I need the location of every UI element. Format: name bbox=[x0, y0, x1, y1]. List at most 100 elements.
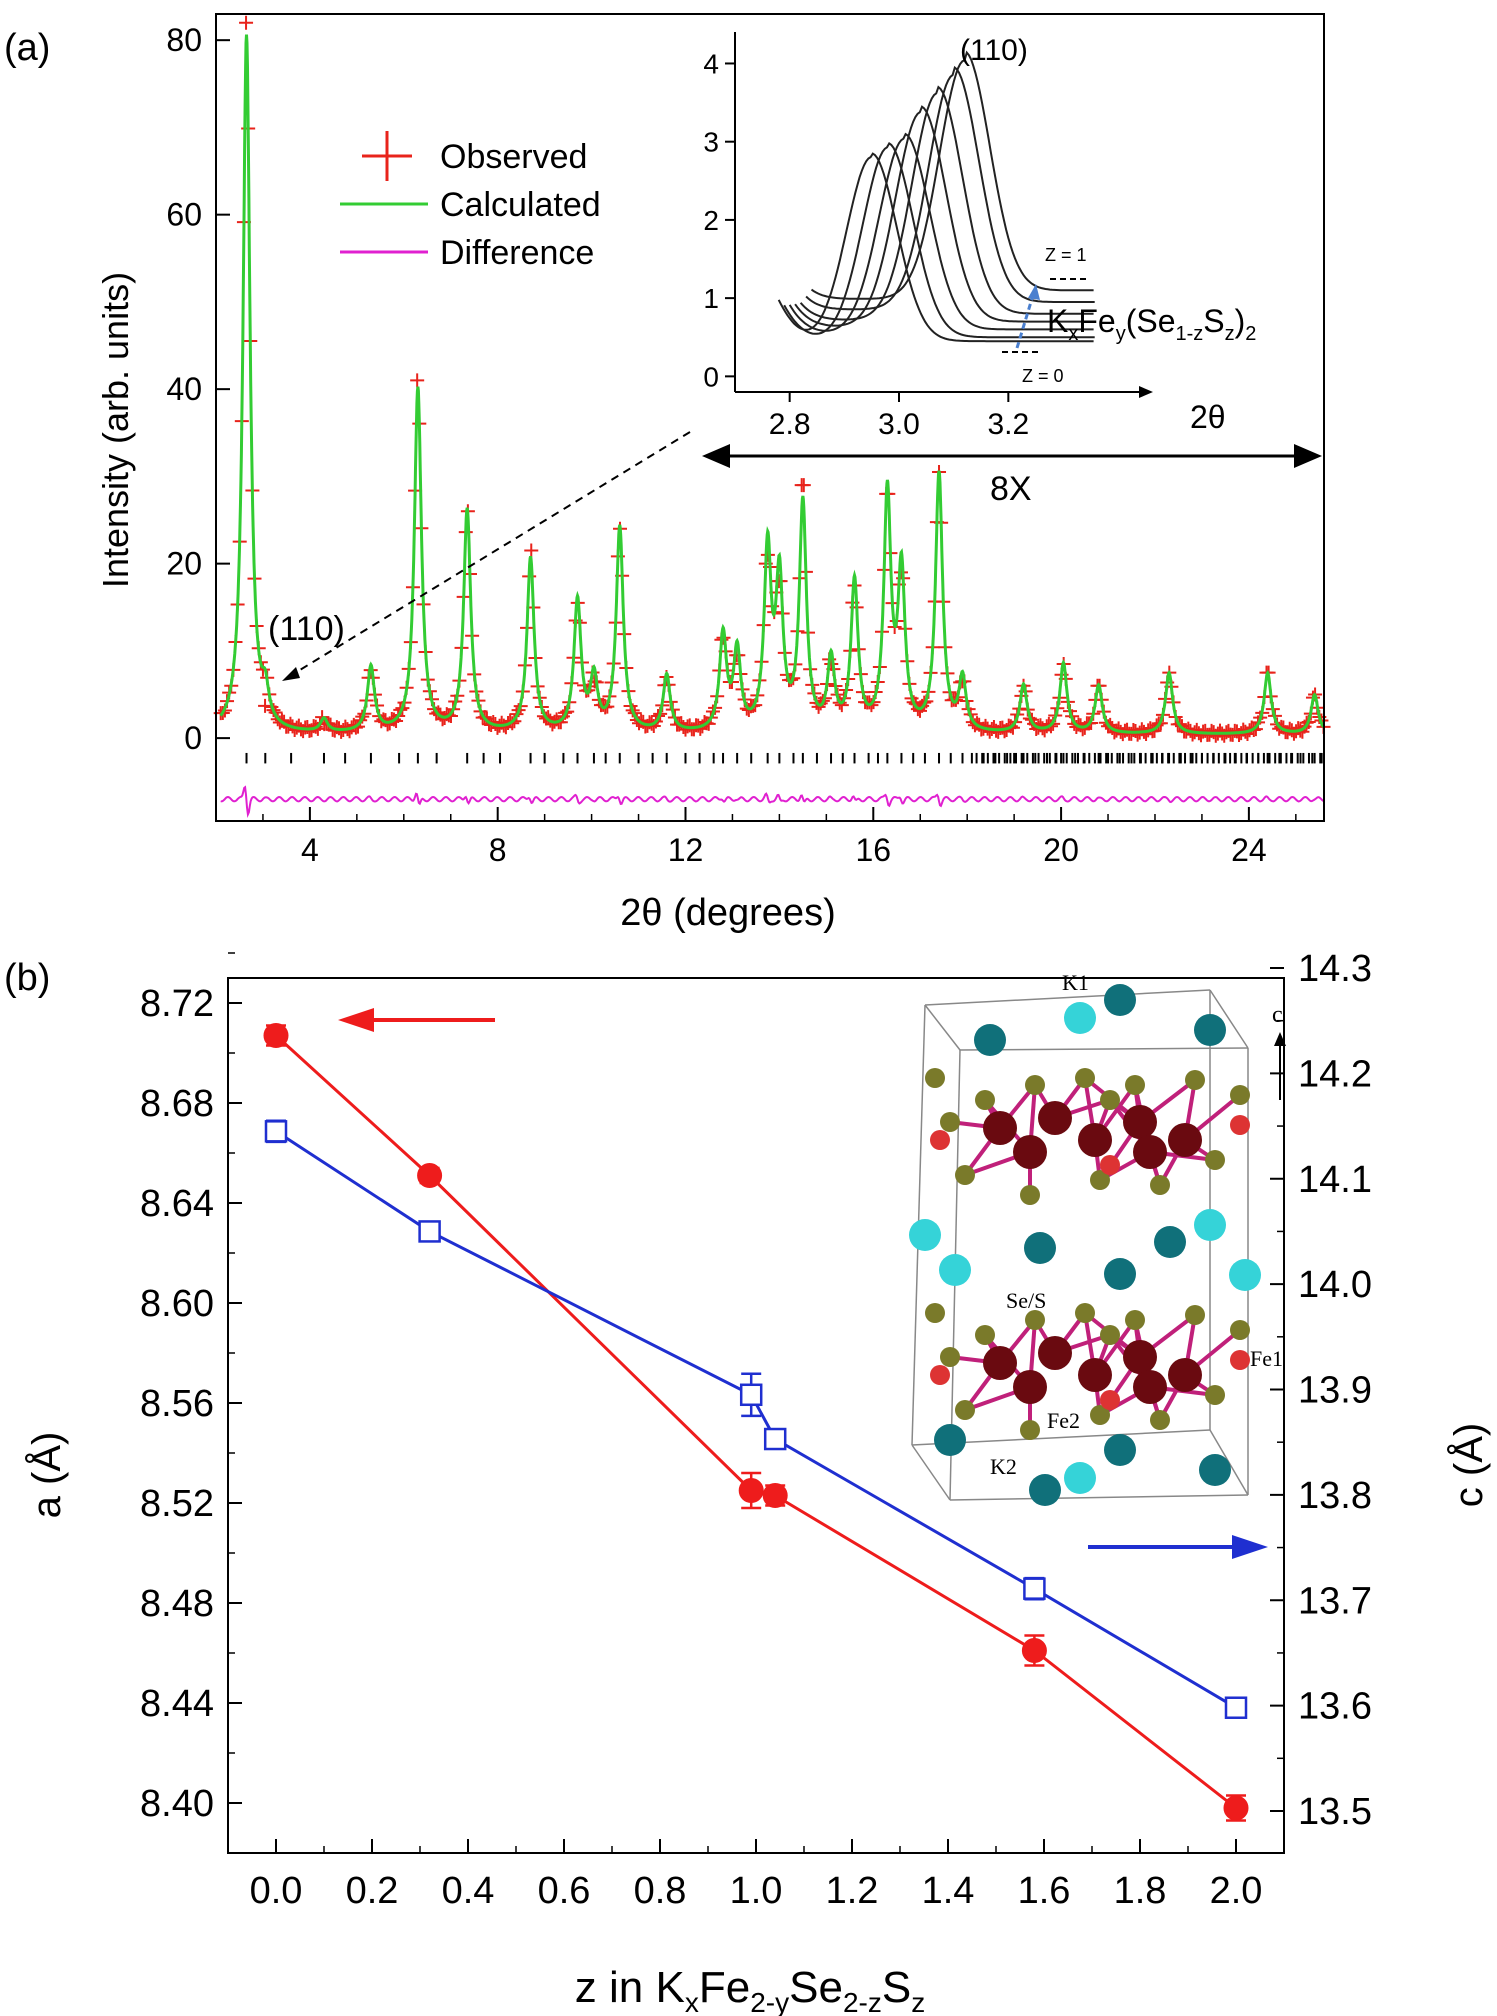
axis-label-y-left-a: a (Å) bbox=[24, 1432, 69, 1519]
k-atom bbox=[1199, 1454, 1231, 1486]
y-right-tick-label-b: 14.1 bbox=[1298, 1159, 1372, 1201]
se-s-atom bbox=[975, 1325, 995, 1345]
inset-curve bbox=[810, 50, 1094, 300]
unit-cell-edge bbox=[949, 1494, 1249, 1501]
k-atom bbox=[1064, 1002, 1096, 1034]
y-tick-label-a: 40 bbox=[166, 371, 202, 407]
zoom-pointer-arrowhead bbox=[282, 667, 300, 681]
se-s-atom bbox=[1205, 1385, 1225, 1405]
se-s-atom bbox=[940, 1112, 960, 1132]
inset-x-tick-label: 3.0 bbox=[878, 408, 920, 441]
inset-y-tick-label: 1 bbox=[703, 283, 719, 314]
se-s-atom bbox=[1230, 1320, 1250, 1340]
label-se-s: Se/S bbox=[1006, 1288, 1046, 1313]
se-s-atom bbox=[975, 1090, 995, 1110]
label-k1: K1 bbox=[1062, 970, 1089, 995]
y-right-tick-label-b: 14.2 bbox=[1298, 1053, 1372, 1095]
inset-curve bbox=[805, 65, 1095, 311]
peak-label-110: (110) bbox=[268, 610, 345, 648]
inset-110-peak: 0 1 2 3 4 2.8 3.0 3.2 (110) 2θ Z = 1 Z = 0 KxFe… bbox=[703, 32, 1256, 441]
x-tick-label-b: 1.6 bbox=[1018, 1870, 1071, 1912]
data-point-a bbox=[1021, 1638, 1047, 1663]
panel-label-b: (b) bbox=[4, 957, 50, 999]
inset-curve bbox=[794, 105, 1095, 327]
inset-peak-label: (110) bbox=[960, 34, 1028, 67]
x-tick-label-b: 0.4 bbox=[442, 1870, 495, 1912]
label-c-axis: c bbox=[1272, 1002, 1283, 1028]
y-left-tick-label-b: 8.64 bbox=[140, 1183, 214, 1225]
legend-a: Observed Calculated Difference bbox=[340, 131, 601, 272]
data-point-c bbox=[1023, 1577, 1046, 1600]
y-left-tick-label-b: 8.44 bbox=[140, 1683, 214, 1725]
k-atom bbox=[939, 1254, 971, 1286]
inset-x-arrowhead bbox=[1139, 386, 1153, 398]
axis-label-x-2theta: 2θ (degrees) bbox=[620, 892, 835, 934]
y-right-tick-label-b: 13.5 bbox=[1298, 1791, 1372, 1833]
se-s-atom bbox=[1185, 1070, 1205, 1090]
y-left-tick-label-b: 8.48 bbox=[140, 1583, 214, 1625]
k-atom bbox=[1229, 1259, 1261, 1291]
inset-x-tick-label: 2.8 bbox=[769, 408, 811, 441]
fe2-atom bbox=[983, 1346, 1017, 1380]
fe2-atom bbox=[1038, 1101, 1072, 1135]
fe1-atom bbox=[1100, 1390, 1120, 1410]
x-tick-label-b: 1.2 bbox=[826, 1870, 879, 1912]
axis-label-y-intensity: Intensity (arb. units) bbox=[95, 272, 136, 588]
fe1-atom bbox=[930, 1365, 950, 1385]
inset-formula: KxFey(Se1-zSz)2 bbox=[1047, 303, 1256, 345]
y-tick-label-a: 60 bbox=[166, 197, 202, 233]
unit-cell-edge bbox=[911, 1444, 951, 1501]
inset-curve bbox=[799, 85, 1094, 321]
inset-z-arrowhead bbox=[1028, 284, 1040, 300]
legend-label-calculated: Calculated bbox=[440, 186, 601, 224]
se-s-atom bbox=[940, 1347, 960, 1367]
se-s-atom bbox=[955, 1400, 975, 1420]
data-point-a bbox=[738, 1478, 764, 1503]
fe2-atom bbox=[1123, 1105, 1157, 1139]
plot-frame-a bbox=[215, 13, 1325, 822]
se-s-atom bbox=[1150, 1175, 1170, 1195]
y-right-tick-label-b: 14.0 bbox=[1298, 1264, 1372, 1306]
y-right-tick-label-b: 13.9 bbox=[1298, 1370, 1372, 1412]
se-s-atom bbox=[1090, 1405, 1110, 1425]
observed-point bbox=[239, 15, 254, 30]
y-left-tick-label-b: 8.72 bbox=[140, 983, 214, 1025]
se-s-atom bbox=[1075, 1303, 1095, 1323]
fe1-atom bbox=[1230, 1115, 1250, 1135]
k-atom bbox=[909, 1219, 941, 1251]
fe2-atom bbox=[1013, 1135, 1047, 1169]
se-s-atom bbox=[1185, 1305, 1205, 1325]
series-line-c bbox=[275, 1130, 1237, 1709]
y-tick-label-a: 20 bbox=[166, 546, 202, 582]
panel-a: (a) Intensity (arb. units) 2θ (degrees) … bbox=[4, 13, 1331, 934]
scale-label-8x: 8X bbox=[990, 470, 1032, 508]
k-atom bbox=[1154, 1226, 1186, 1258]
y-right-tick-label-b: 13.8 bbox=[1298, 1475, 1372, 1517]
x-tick-label-a: 16 bbox=[855, 832, 891, 868]
k-atom bbox=[1024, 1232, 1056, 1264]
inset-curve bbox=[783, 141, 1095, 339]
k-atom bbox=[934, 1424, 966, 1456]
k-atom bbox=[974, 1024, 1006, 1056]
panel-b: (b) a (Å) c (Å) z in KxFe2-ySe2-zSz 0.0 0… bbox=[4, 948, 1491, 2016]
x-tick-label-b: 0.0 bbox=[250, 1870, 303, 1912]
scale-arrow-8x bbox=[702, 444, 1322, 468]
fe1-atom bbox=[1100, 1155, 1120, 1175]
arrow-c-right bbox=[1088, 1535, 1268, 1559]
data-point-c bbox=[264, 1120, 288, 1143]
arrow-a-left bbox=[338, 1008, 495, 1032]
inset-y-tick-label: 3 bbox=[703, 127, 719, 158]
se-s-atom bbox=[1150, 1410, 1170, 1430]
observed-point bbox=[796, 478, 811, 493]
label-fe2: Fe2 bbox=[1047, 1408, 1080, 1433]
data-point-a bbox=[263, 1023, 289, 1048]
data-point-c bbox=[763, 1427, 787, 1451]
unit-cell-edge bbox=[959, 1047, 1249, 1051]
inset-y-tick-label: 4 bbox=[703, 48, 719, 79]
y-tick-label-a: 80 bbox=[166, 22, 202, 58]
se-s-atom bbox=[1100, 1325, 1120, 1345]
legend-marker-observed bbox=[362, 131, 412, 181]
inset-curve bbox=[777, 152, 1094, 343]
k-atom bbox=[1029, 1474, 1061, 1506]
se-s-atom bbox=[1100, 1090, 1120, 1110]
